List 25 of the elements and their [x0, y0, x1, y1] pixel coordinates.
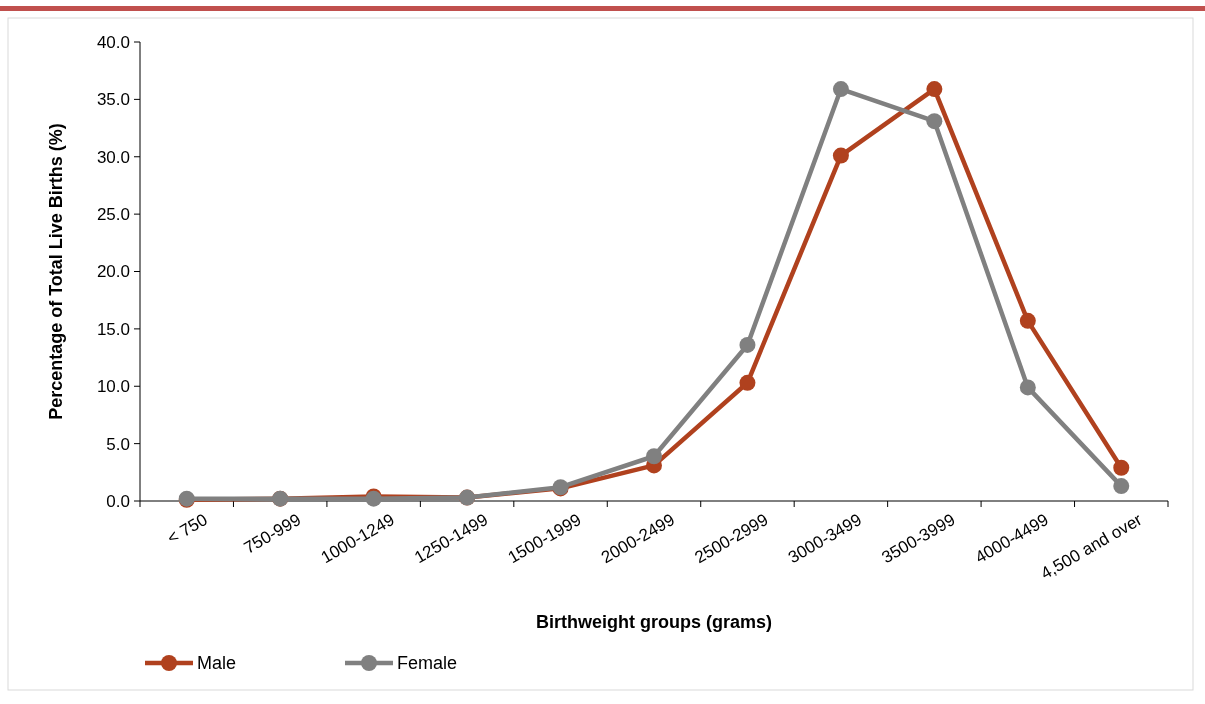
legend-label: Female — [397, 653, 458, 674]
legend-label: Male — [197, 653, 237, 674]
point — [739, 336, 756, 353]
point — [832, 81, 849, 98]
y-tick-label: 5.0 — [106, 434, 130, 454]
y-tick-label: 40.0 — [96, 32, 130, 52]
point — [1113, 478, 1130, 495]
y-tick-label: 10.0 — [96, 377, 130, 397]
y-tick-label: 20.0 — [96, 262, 130, 282]
y-tick-label: 15.0 — [96, 319, 130, 339]
x-tick-label: < 750 — [163, 510, 211, 548]
point — [739, 374, 756, 391]
point — [1113, 459, 1130, 476]
y-tick-label: 30.0 — [96, 147, 130, 167]
y-tick-label: 25.0 — [96, 205, 130, 225]
y-tick-label: 35.0 — [96, 90, 130, 110]
point — [1019, 379, 1036, 396]
y-axis-title: Percentage of Total Live Births (%) — [46, 123, 66, 420]
point — [832, 147, 849, 164]
y-tick-label: 0.0 — [106, 491, 130, 511]
point — [926, 113, 943, 130]
x-axis-title: Birthweight groups (grams) — [535, 612, 773, 632]
point — [1019, 312, 1036, 329]
point — [646, 448, 662, 465]
point — [926, 81, 943, 98]
